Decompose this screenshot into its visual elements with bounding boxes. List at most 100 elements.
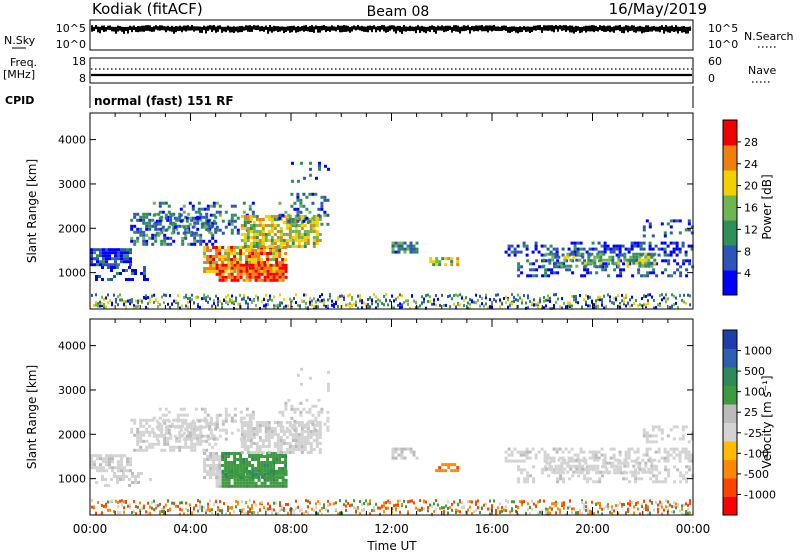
- velocity-cell: [276, 424, 280, 427]
- power-cell: [437, 297, 439, 301]
- velocity-cell: [264, 427, 268, 430]
- power-cell: [233, 270, 237, 273]
- power-cell: [665, 300, 667, 304]
- nsky-trace-point: [439, 26, 441, 31]
- velocity-cell: [519, 453, 523, 457]
- power-cell: [254, 263, 258, 267]
- velocity-cell: [282, 433, 286, 436]
- power-cell: [279, 245, 283, 248]
- power-cell: [644, 264, 648, 268]
- power-cell: [688, 262, 692, 266]
- velocity-cell: [293, 512, 295, 516]
- velocity-cell: [249, 510, 251, 514]
- power-cell: [523, 294, 525, 298]
- power-cell: [99, 254, 102, 258]
- nsky-trace-point: [481, 25, 483, 32]
- velocity-cell: [619, 471, 623, 475]
- nsky-trace-point: [621, 26, 623, 33]
- count-tick-right-bottom: 10^0: [708, 38, 738, 51]
- power-cell: [110, 269, 113, 272]
- velocity-cell: [634, 474, 638, 478]
- velocity-cell: [275, 458, 279, 461]
- power-cell: [595, 302, 597, 306]
- velocity-cell: [603, 507, 605, 511]
- velocity-cell: [199, 436, 203, 440]
- power-cell: [270, 239, 274, 242]
- velocity-cell: [248, 472, 252, 476]
- power-cell: [178, 218, 182, 222]
- power-cell: [148, 227, 152, 231]
- velocity-cell: [308, 410, 312, 414]
- power-cell: [254, 252, 258, 255]
- velocity-cell: [633, 459, 637, 463]
- velocity-cell: [652, 480, 656, 484]
- velocity-cell: [545, 461, 549, 465]
- velocity-cell: [517, 506, 519, 510]
- power-cell: [136, 218, 140, 222]
- velocity-cell: [126, 460, 129, 464]
- velocity-cell: [266, 467, 270, 470]
- power-cell: [551, 252, 555, 256]
- power-cell: [617, 294, 619, 298]
- velocity-cell: [585, 505, 587, 509]
- velocity-cell: [318, 421, 322, 424]
- velocity-cell: [679, 480, 683, 484]
- power-cell: [255, 303, 257, 307]
- velocity-cell: [300, 424, 304, 427]
- power-cell: [249, 224, 253, 227]
- velocity-cell: [131, 475, 134, 478]
- velocity-cell: [569, 499, 571, 503]
- velocity-colorbar-swatches: [723, 330, 737, 516]
- velocity-cell: [208, 421, 212, 425]
- velocity-cell: [136, 430, 140, 434]
- velocity-cell: [287, 398, 291, 402]
- power-cell: [637, 304, 639, 308]
- power-cell: [126, 248, 129, 252]
- power-cell: [239, 252, 243, 255]
- velocity-cell: [123, 466, 126, 470]
- power-cell: [223, 299, 225, 302]
- velocity-cell: [562, 480, 566, 484]
- power-cell: [594, 247, 598, 251]
- power-cell: [300, 161, 303, 165]
- power-cell: [246, 236, 250, 239]
- power-cell: [142, 233, 146, 237]
- velocity-cell: [642, 453, 646, 457]
- velocity-cell: [279, 439, 283, 442]
- velocity-cell: [672, 456, 676, 460]
- power-cell: [543, 253, 547, 257]
- power-cell: [230, 272, 234, 276]
- power-cell: [612, 247, 616, 251]
- velocity-cell: [103, 504, 105, 508]
- power-cell: [651, 247, 655, 251]
- power-cell: [601, 265, 605, 269]
- velocity-cell: [479, 511, 481, 514]
- power-cell: [166, 218, 170, 222]
- velocity-cell: [267, 451, 271, 454]
- power-cell: [251, 261, 255, 264]
- power-cell: [288, 233, 292, 236]
- velocity-cell: [224, 481, 228, 485]
- power-cell: [361, 299, 363, 303]
- power-cell: [245, 278, 249, 282]
- power-cell: [211, 221, 215, 225]
- velocity-cell: [648, 456, 652, 460]
- velocity-cell: [602, 464, 606, 468]
- power-cell: [285, 304, 287, 308]
- velocity-cell: [257, 512, 259, 516]
- power-cell: [501, 302, 503, 306]
- velocity-cell: [471, 512, 473, 515]
- velocity-cell: [425, 500, 427, 504]
- power-cell: [263, 298, 265, 302]
- velocity-cell: [278, 461, 282, 464]
- velocity-cell: [105, 469, 108, 473]
- power-cell: [252, 236, 256, 239]
- nsky-trace-point: [195, 26, 197, 31]
- power-cell: [276, 224, 280, 227]
- velocity-cell: [279, 427, 283, 430]
- velocity-cell: [239, 410, 243, 414]
- power-cell: [657, 247, 661, 251]
- velocity-cell: [443, 510, 445, 514]
- power-cell: [183, 295, 185, 299]
- power-cell: [507, 244, 511, 248]
